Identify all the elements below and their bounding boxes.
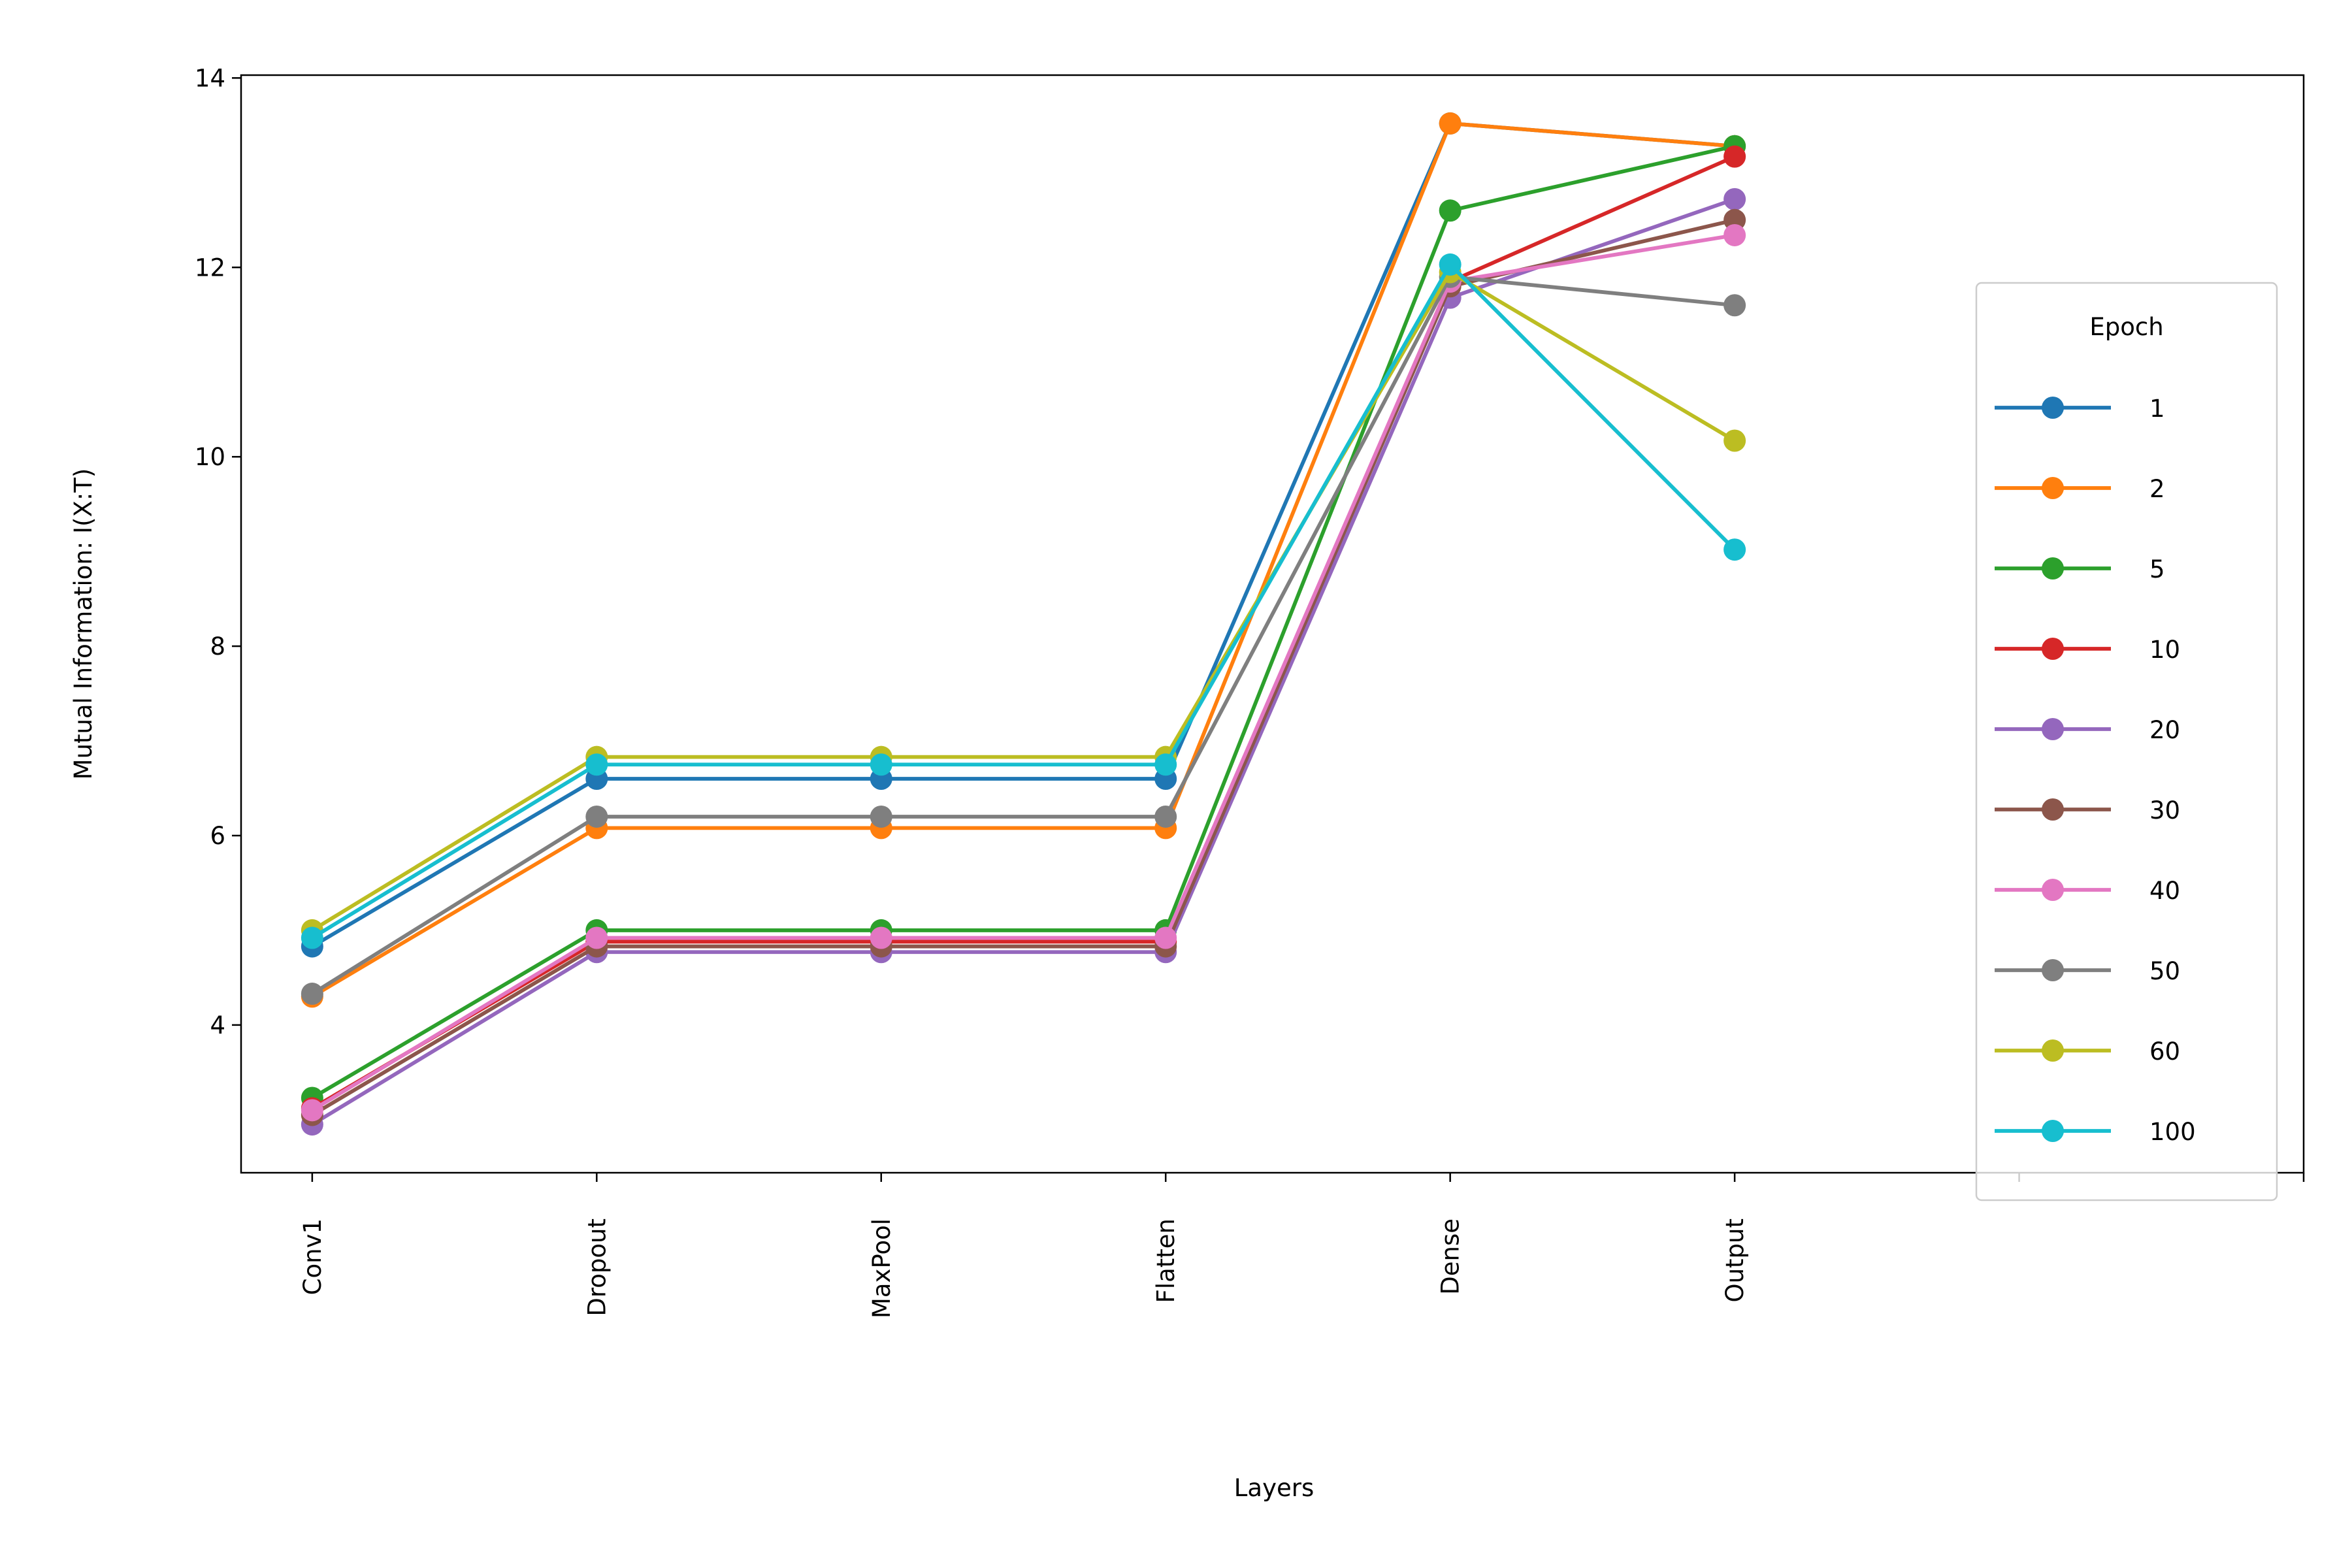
series-marker [1723, 429, 1746, 452]
plot-frame [240, 74, 2305, 1174]
y-axis-label: Mutual Information: I(X:T) [69, 468, 97, 780]
series-marker [1154, 926, 1177, 949]
legend-label: 100 [2149, 1118, 2196, 1146]
series-marker [1723, 294, 1746, 317]
series-marker [1439, 199, 1462, 222]
series-marker [1154, 753, 1177, 776]
legend-label: 10 [2149, 636, 2180, 664]
legend-marker [2042, 718, 2064, 740]
legend-marker [2042, 1120, 2064, 1142]
series-marker [585, 926, 608, 949]
legend-box [1975, 282, 2278, 1201]
y-tick-label: 4 [210, 1011, 225, 1039]
series-marker [1723, 188, 1746, 210]
series-marker [1154, 805, 1177, 828]
series-line [311, 270, 1736, 932]
series-line [311, 155, 1736, 1110]
legend-marker [2042, 397, 2064, 419]
x-tick-label: Output [1721, 1218, 1749, 1303]
series-marker [870, 753, 892, 776]
y-tick-label: 14 [195, 64, 225, 92]
legend-label: 1 [2149, 395, 2165, 423]
legend-label: 50 [2149, 957, 2180, 985]
legend-label: 2 [2149, 475, 2165, 503]
series-marker [301, 926, 323, 949]
legend-label: 60 [2149, 1037, 2180, 1066]
legend-label: 40 [2149, 877, 2180, 905]
x-tick-label: MaxPool [868, 1218, 896, 1318]
legend-marker [2042, 798, 2064, 821]
legend-marker [2042, 557, 2064, 580]
series-line [311, 233, 1735, 1112]
y-tick-label: 6 [210, 822, 225, 850]
series-marker [1723, 538, 1746, 561]
x-tick-label: Dropout [583, 1218, 611, 1316]
series-line [311, 122, 1735, 998]
legend: Epoch 1 2 5 10 20 30 40 50 60 100 [1975, 282, 2278, 1201]
y-tick-label: 12 [195, 253, 225, 282]
legend-label: 20 [2149, 716, 2180, 744]
y-tick-label: 10 [195, 443, 225, 471]
series-marker [301, 983, 323, 1005]
legend-marker [2042, 879, 2064, 901]
x-axis-label: Layers [1234, 1474, 1314, 1502]
x-tick-label: Flatten [1152, 1218, 1180, 1303]
series-marker [870, 926, 892, 949]
series-line [311, 144, 1735, 1100]
series-marker [1723, 223, 1746, 246]
y-tick-label: 8 [210, 632, 225, 661]
series-marker [301, 1099, 323, 1122]
legend-marker [2042, 477, 2064, 499]
series-marker [1439, 253, 1462, 276]
legend-marker [2042, 1039, 2064, 1062]
series-marker [585, 753, 608, 776]
series-line [311, 263, 1737, 939]
series-marker [1439, 112, 1462, 135]
legend-label: 5 [2149, 555, 2165, 583]
x-tick-label: Dense [1437, 1218, 1465, 1295]
x-tick-label: Conv1 [299, 1218, 327, 1295]
series-marker [870, 805, 892, 828]
series-marker [585, 805, 608, 828]
series-marker [1723, 145, 1746, 168]
legend-title: Epoch [2089, 313, 2163, 341]
legend-marker [2042, 638, 2064, 660]
legend-label: 30 [2149, 796, 2180, 825]
series-line [311, 274, 1735, 996]
legend-marker [2042, 959, 2064, 981]
